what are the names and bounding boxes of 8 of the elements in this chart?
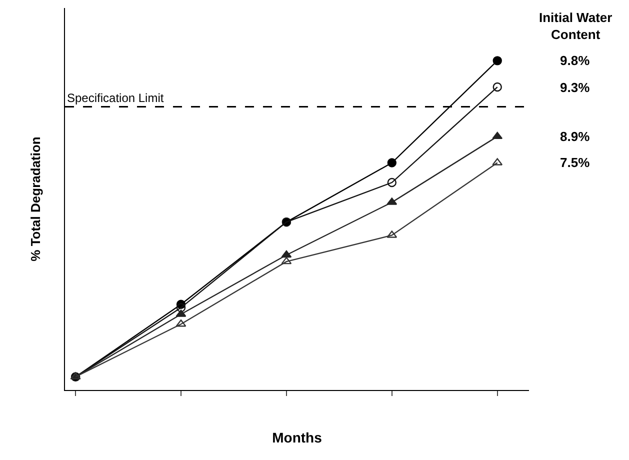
legend-title: Initial Water Content — [539, 10, 612, 42]
text: 9.3% — [560, 80, 590, 95]
y-axis-title: % Total Degradation — [28, 136, 43, 262]
text: 8.9% — [560, 129, 590, 144]
text: 7.5% — [560, 155, 590, 170]
x-axis-title: Months — [272, 430, 322, 446]
text: 9.8% — [560, 53, 590, 68]
ref-line-label: Specification Limit — [67, 91, 164, 105]
